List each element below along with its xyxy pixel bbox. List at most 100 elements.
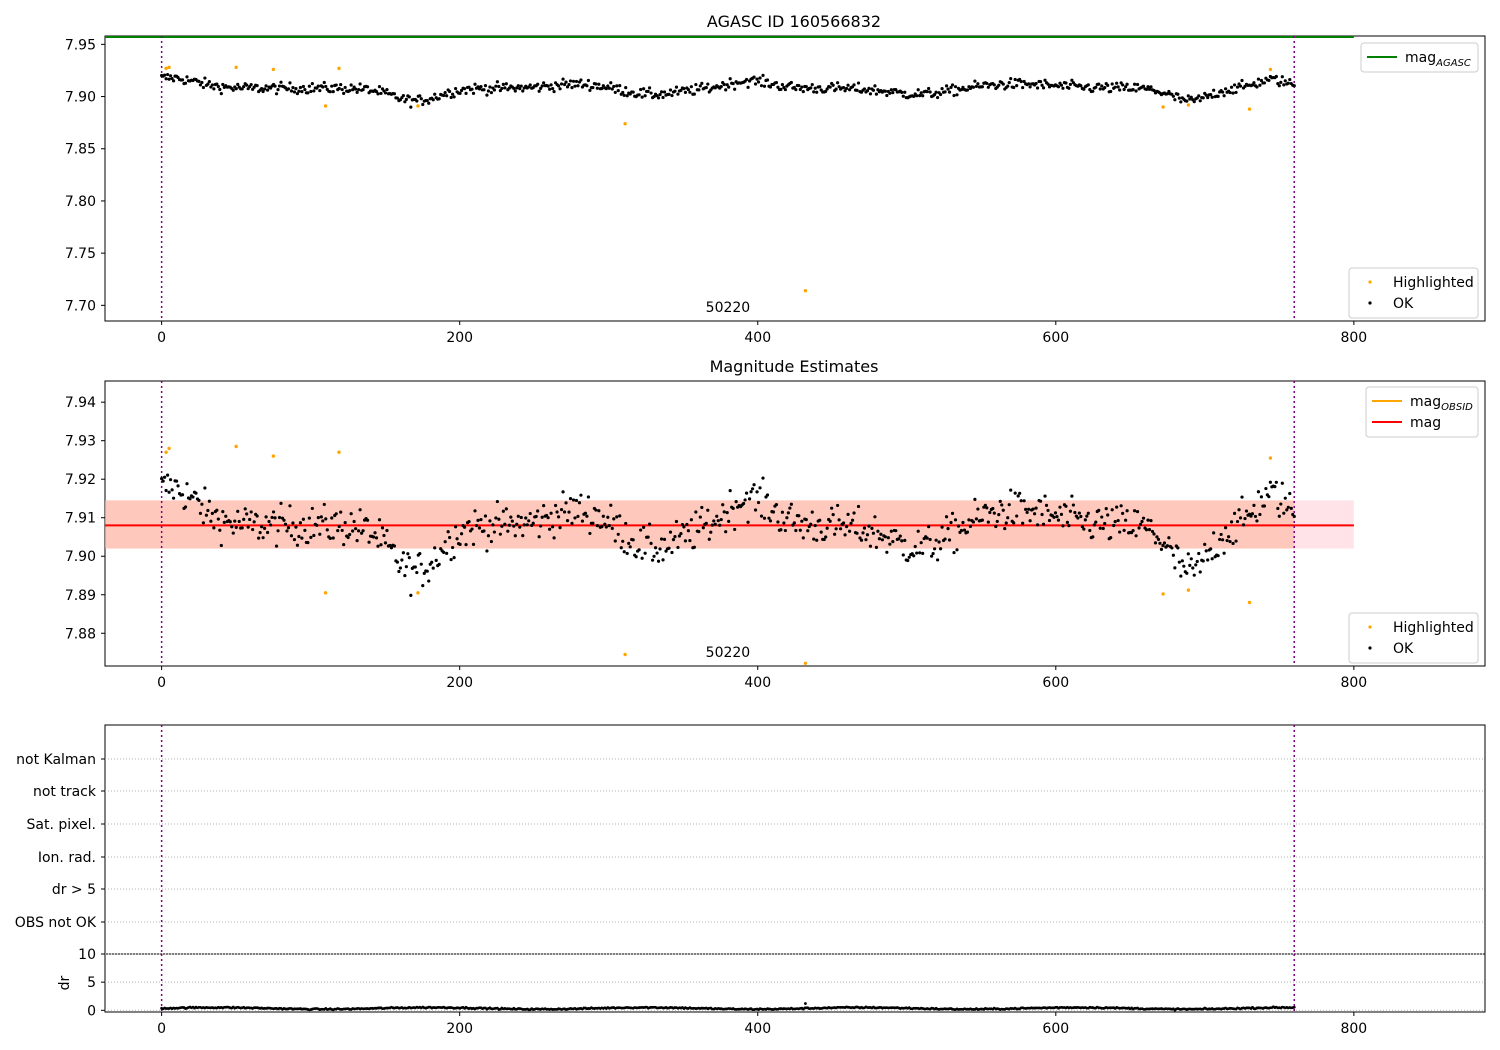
ok-point [862, 526, 867, 530]
ok-point [801, 536, 805, 540]
ok-point [283, 522, 288, 526]
ok-point [1170, 546, 1174, 550]
ok-point [855, 88, 859, 92]
ok-point [1086, 83, 1090, 87]
ok-point [671, 538, 676, 542]
ok-point [203, 486, 207, 490]
ok-point [1282, 511, 1286, 515]
x-tick-label: 800 [1340, 1021, 1367, 1037]
ok-point [1186, 552, 1190, 556]
ok-point [822, 537, 826, 542]
ok-point [871, 531, 876, 535]
ok-point [925, 536, 929, 540]
ok-point [1219, 532, 1223, 537]
flag-label: not track [33, 784, 97, 800]
ok-point [1092, 523, 1096, 527]
ok-point [537, 89, 541, 93]
ok-point [201, 85, 206, 90]
ok-point [258, 531, 262, 535]
ok-point [780, 83, 785, 87]
ok-point [497, 84, 501, 89]
obsid-label: 50220 [706, 645, 751, 661]
ok-point [649, 91, 653, 95]
ok-point [180, 493, 185, 497]
ok-point [652, 94, 656, 99]
ok-point [479, 517, 483, 522]
ok-point [1177, 96, 1181, 100]
axes-frame [104, 380, 1486, 667]
ok-point [1279, 502, 1283, 506]
highlighted-point [271, 67, 276, 72]
ok-point [1234, 90, 1238, 95]
ok-point [351, 88, 355, 92]
ok-point [418, 551, 422, 556]
ok-point [727, 519, 731, 523]
ok-point [404, 97, 408, 101]
ok-point [488, 519, 492, 523]
ok-point [622, 93, 626, 97]
ok-point [260, 525, 264, 529]
ok-point [646, 535, 650, 539]
ok-point [1009, 488, 1013, 492]
ok-point [819, 530, 823, 534]
ok-point [634, 555, 638, 559]
ok-point [639, 87, 643, 92]
ok-point [534, 514, 538, 519]
ok-point [930, 554, 934, 558]
ok-point [1162, 541, 1167, 545]
ok-point [940, 525, 944, 529]
ok-point [659, 537, 664, 541]
x-tick-label: 400 [744, 1021, 771, 1037]
ok-point [185, 75, 189, 79]
ok-point [771, 510, 776, 514]
ok-point [585, 84, 589, 88]
ok-point [918, 94, 922, 98]
ok-point [273, 84, 277, 88]
ok-point [1012, 521, 1016, 525]
ok-point [524, 516, 528, 520]
ok-point [1144, 528, 1149, 532]
ok-point [844, 86, 849, 91]
ok-point [667, 92, 671, 96]
ok-point [1077, 511, 1081, 515]
ok-point [783, 87, 787, 92]
ok-point [812, 90, 816, 94]
ok-point [165, 473, 170, 477]
ok-point [1119, 504, 1123, 508]
ok-point [349, 83, 353, 87]
ok-point [856, 81, 861, 85]
ok-point [395, 96, 400, 100]
ok-point [1104, 507, 1108, 511]
ok-point [355, 539, 359, 543]
ok-point [549, 83, 553, 87]
ok-point [485, 549, 489, 553]
ok-point [185, 482, 189, 486]
ok-point [403, 573, 407, 578]
ok-point [1286, 81, 1290, 85]
ok-point [656, 96, 661, 100]
ok-point [743, 498, 747, 502]
ok-point [331, 90, 335, 94]
ok-point [621, 90, 625, 95]
ok-point [401, 551, 405, 555]
ok-point [950, 511, 955, 515]
ok-point [300, 90, 304, 94]
legend-swatch [1368, 301, 1372, 305]
ok-point [1155, 535, 1159, 539]
ok-point [209, 519, 213, 523]
ok-point [642, 525, 646, 529]
ok-point [279, 80, 283, 84]
ok-point [825, 87, 829, 91]
highlighted-point [1161, 592, 1165, 596]
ok-point [277, 515, 282, 520]
ok-point [1041, 86, 1046, 90]
ok-point [628, 545, 632, 549]
ok-point [462, 87, 467, 91]
ok-point [889, 88, 893, 92]
y-tick-label: 7.93 [65, 434, 96, 450]
ok-point [1150, 529, 1155, 534]
ok-point [339, 82, 343, 87]
ok-point [559, 82, 564, 86]
legend-box [1360, 42, 1479, 73]
ok-point [653, 546, 658, 550]
